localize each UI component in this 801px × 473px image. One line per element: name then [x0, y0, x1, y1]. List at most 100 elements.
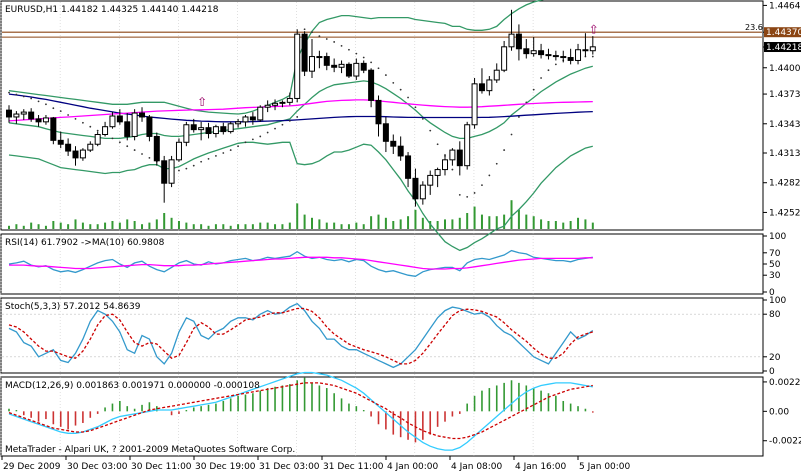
candle-body	[205, 127, 212, 135]
candle-body	[412, 177, 419, 200]
stoch-layer	[2, 302, 762, 369]
candle-body	[427, 174, 434, 186]
candle-body	[227, 123, 234, 133]
candle-body	[294, 33, 301, 99]
x-tick-label: 4 Jan 08:00	[451, 462, 503, 472]
x-tick-label: 4 Jan 00:00	[387, 462, 439, 472]
parabolic-sar-dot	[384, 74, 387, 76]
candle-body	[35, 118, 42, 123]
parabolic-sar-dot	[525, 101, 528, 104]
candle-body	[242, 116, 249, 123]
candle-body	[471, 83, 478, 126]
candle-body	[272, 102, 279, 106]
parabolic-sar-dot	[82, 121, 84, 124]
candle-body	[501, 46, 508, 71]
candle-body	[382, 123, 389, 142]
parabolic-sar-dot	[325, 38, 328, 40]
candle-body	[65, 143, 72, 152]
candle-body	[464, 124, 471, 167]
candle-body	[102, 126, 109, 135]
parabolic-sar-dot	[481, 184, 483, 187]
parabolic-sar-dot	[111, 137, 114, 140]
candle-body	[360, 62, 367, 71]
candle-body	[508, 33, 515, 48]
candle-body	[153, 135, 160, 162]
candle-body	[249, 116, 256, 121]
parabolic-sar-dot	[540, 77, 542, 79]
parabolic-sar-dot	[451, 168, 454, 171]
parabolic-sar-dot	[399, 88, 402, 91]
candle-body	[235, 121, 242, 125]
parabolic-sar-dot	[8, 91, 10, 94]
candle-body	[109, 115, 116, 128]
main-y-tick-label: 1.43430	[769, 120, 801, 130]
candle-body	[131, 112, 138, 137]
x-tick-label: 30 Dec 19:00	[195, 462, 256, 472]
main-y-tick-label: 1.43735	[769, 90, 801, 100]
stoch-y-tick-label: 0	[769, 367, 775, 377]
bollinger-lower-line	[8, 141, 593, 252]
candle-body	[190, 124, 197, 131]
parabolic-sar-dot	[495, 162, 498, 165]
candle-body	[515, 33, 522, 50]
candle-body	[168, 159, 175, 184]
parabolic-sar-dot	[222, 152, 225, 154]
candle-body	[139, 112, 146, 118]
parabolic-sar-dot	[30, 97, 33, 100]
parabolic-sar-dot	[473, 192, 476, 194]
parabolic-sar-dot	[414, 106, 417, 109]
candle-body	[331, 64, 338, 68]
parabolic-sar-dot	[251, 138, 254, 141]
candle-body	[545, 54, 552, 57]
candle-body	[390, 140, 397, 147]
parabolic-sar-dot	[274, 127, 276, 130]
parabolic-sar-dot	[488, 174, 491, 177]
parabolic-sar-dot	[215, 155, 217, 157]
parabolic-sar-dot	[133, 149, 136, 151]
candle-body	[353, 62, 360, 77]
macd-main-line	[8, 371, 593, 451]
macd-y-tick-label: 0.002274	[769, 378, 801, 388]
copyright-label: MetaTrader - Alpari UK, ? 2001-2009 Meta…	[5, 445, 295, 455]
candle-body	[264, 104, 271, 108]
parabolic-sar-dot	[296, 116, 299, 118]
parabolic-sar-dot	[303, 28, 306, 31]
parabolic-sar-dot	[466, 195, 469, 198]
candle-body	[28, 111, 35, 120]
main-y-tick-label: 1.43130	[769, 149, 801, 159]
parabolic-sar-dot	[518, 116, 520, 118]
parabolic-sar-dot	[281, 123, 284, 126]
parabolic-sar-dot	[15, 93, 18, 96]
rsi-y-tick-label: 70	[769, 249, 781, 259]
candle-body	[567, 57, 574, 61]
fib-price-box	[764, 27, 801, 38]
candle-body	[523, 48, 530, 55]
candle-body	[560, 56, 567, 59]
stoch-signal-line	[8, 307, 593, 365]
macd-layer	[8, 371, 594, 451]
candle-body	[279, 101, 286, 104]
macd-y-tick-label: -0.002274	[769, 437, 801, 447]
candle-body	[397, 145, 404, 157]
candle-body	[72, 150, 79, 159]
rsi-y-tick-label: 0	[769, 288, 775, 298]
main-y-tick-label: 1.42520	[769, 208, 801, 218]
candle-body	[589, 46, 596, 52]
parabolic-sar-dot	[377, 67, 380, 70]
candle-body	[42, 117, 49, 123]
grid-layer	[0, 2, 534, 456]
parabolic-sar-dot	[207, 157, 210, 160]
rsi-y-tick-label: 50	[769, 260, 781, 270]
candle-body	[6, 109, 12, 118]
main-pane-frame	[0, 0, 764, 231]
candle-body	[456, 149, 463, 167]
candle-body	[175, 141, 182, 161]
parabolic-sar-dot	[266, 131, 269, 134]
x-tick-label: 31 Dec 03:00	[259, 462, 320, 472]
parabolic-sar-dot	[67, 114, 70, 116]
parabolic-sar-dot	[192, 164, 195, 167]
